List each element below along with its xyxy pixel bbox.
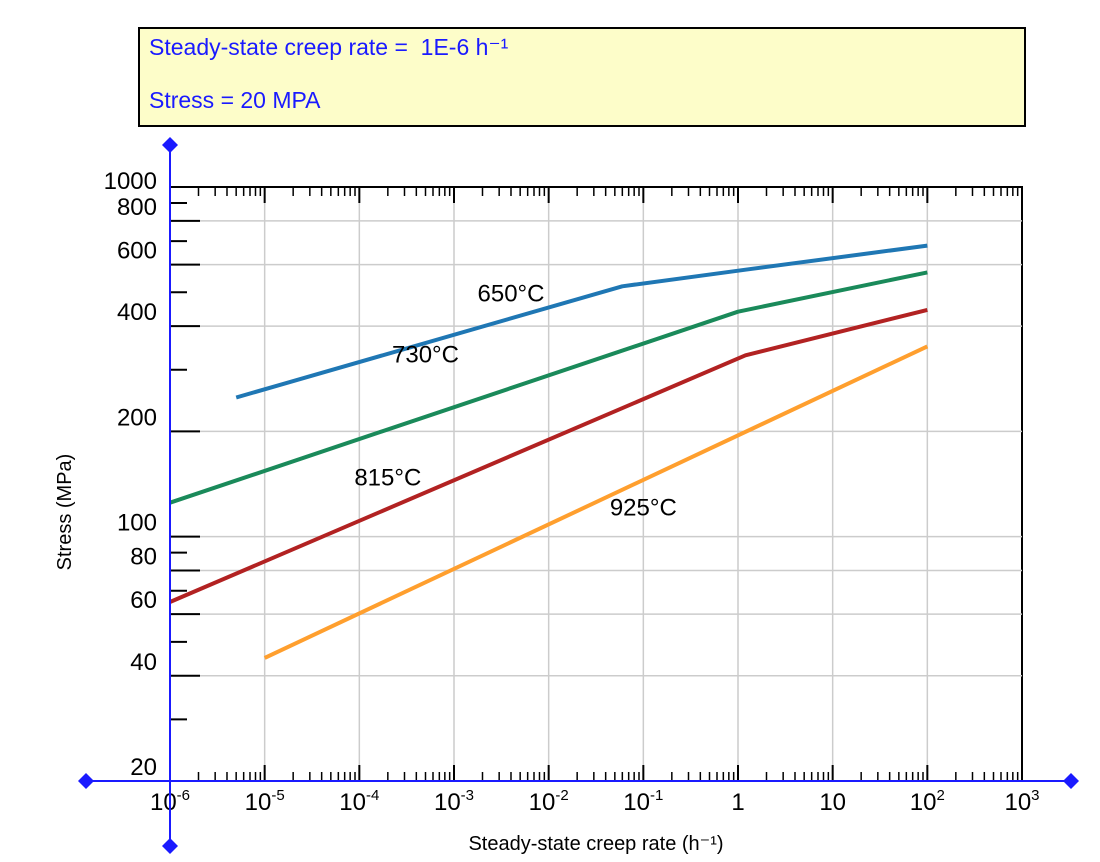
series-label: 925°C [610,494,677,521]
x-tick-label: 1 [731,789,744,816]
series-label: 730°C [392,341,459,368]
series-line [235,243,928,400]
x-tick-label: 10-3 [434,787,474,816]
rate-slider-left-handle[interactable] [78,773,94,789]
readout-panel: Steady-state creep rate = 1E-6 h⁻¹ Stres… [138,27,1026,127]
x-axis-title: Steady-state creep rate (h⁻¹) [468,833,723,855]
y-tick-label: 200 [117,404,157,431]
stress-slider-top-handle[interactable] [162,137,178,153]
y-axis-title: Stress (MPa) [54,454,76,571]
x-tick-label: 10-5 [245,787,285,816]
series-line [169,307,928,604]
y-tick-label: 60 [130,587,157,614]
series-label: 650°C [478,281,545,308]
x-tick-label: 10-1 [623,787,663,816]
rate-slider-right-handle[interactable] [1063,773,1079,789]
x-tick-label: 103 [1004,787,1039,816]
stress-slider-bottom-handle[interactable] [162,838,178,854]
stress-readout: Stress = 20 MPA [149,87,321,113]
y-tick-label: 400 [117,299,157,326]
y-tick-label: 800 [117,194,157,221]
x-tick-label: 10-4 [339,787,379,816]
x-tick-label: 10 [819,789,846,816]
y-tick-label: 600 [117,238,157,265]
y-tick-label: 40 [130,649,157,676]
plot-frame [169,186,1023,782]
y-tick-label: 20 [130,754,157,781]
x-tick-label: 10-2 [529,787,569,816]
x-tick-label: 102 [910,787,945,816]
x-tick-label: 10-6 [150,787,190,816]
y-tick-label: 1000 [104,168,157,195]
y-tick-label: 100 [117,510,157,537]
series-line [169,270,928,505]
creep-rate-readout: Steady-state creep rate = 1E-6 h⁻¹ [149,34,509,60]
series-line [263,344,929,660]
y-tick-label: 80 [130,544,157,571]
series-label: 815°C [354,465,421,492]
